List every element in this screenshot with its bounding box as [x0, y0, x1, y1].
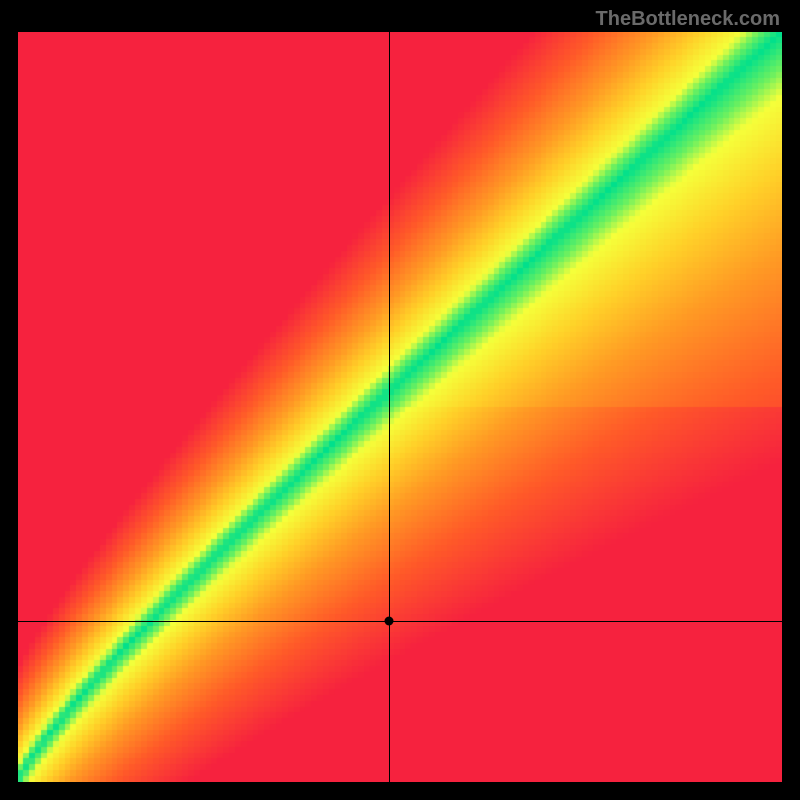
crosshair-horizontal — [18, 621, 782, 622]
watermark-text: TheBottleneck.com — [596, 8, 780, 31]
crosshair-marker[interactable] — [384, 616, 393, 625]
bottleneck-heatmap — [18, 32, 782, 782]
crosshair-vertical — [389, 32, 390, 782]
heatmap-canvas — [18, 32, 782, 782]
